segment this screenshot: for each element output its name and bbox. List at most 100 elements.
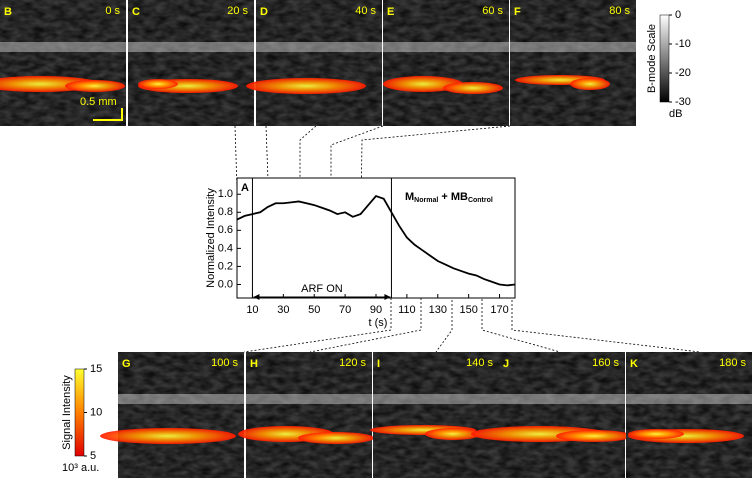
panel-time: 40 s xyxy=(355,5,376,17)
image-panel: G 100 s xyxy=(100,352,244,478)
panel-letter: B xyxy=(4,6,12,18)
panel-letter: H xyxy=(250,358,258,370)
panel-letter: D xyxy=(260,6,268,18)
annotation-part: + MB xyxy=(438,191,468,203)
colorbar-tick-label: 5 xyxy=(90,450,96,462)
image-panel: K 180 s xyxy=(626,352,752,478)
colorbar-tick-label: 10 xyxy=(90,406,102,418)
chart: 10 30 50 70 90 110 130 150 170 0.0 0.2 0.4 0.6 0.8 1.0… xyxy=(205,178,516,329)
panel-letter: J xyxy=(503,358,509,370)
tissue-band xyxy=(373,394,499,404)
arrow-head xyxy=(253,294,260,300)
y-tick-label: 0.4 xyxy=(218,242,233,254)
image-panel: H 120 s xyxy=(238,352,374,478)
speckle xyxy=(373,352,499,478)
connector xyxy=(511,284,701,353)
panel-letter: I xyxy=(377,358,380,370)
image-panel: F 80 s xyxy=(510,0,636,126)
x-tick-label: 90 xyxy=(370,304,382,316)
speckle xyxy=(128,0,254,126)
panel-time: 80 s xyxy=(609,5,630,17)
tissue-band xyxy=(383,42,509,52)
colorbar-unit: dB xyxy=(669,108,682,120)
x-tick-label: 10 xyxy=(246,304,258,316)
y-tick-label: 0.6 xyxy=(218,224,233,236)
speckle xyxy=(499,352,625,478)
contrast-signal xyxy=(570,78,610,90)
colorbar-unit: 10³ a.u. xyxy=(62,462,99,474)
panel-time: 120 s xyxy=(339,357,366,369)
panel-letter: F xyxy=(514,6,521,18)
panel-time: 180 s xyxy=(719,357,746,369)
colorbar-tick-label: -20 xyxy=(675,67,691,79)
colorbar-tick-label: 15 xyxy=(90,363,102,375)
y-tick-label: 0.0 xyxy=(218,278,233,290)
image-panel: B 0 s xyxy=(0,0,126,126)
image-panel: E 60 s xyxy=(383,0,509,126)
colorbar-title: B-mode Scale xyxy=(646,24,658,93)
image-panel: C 20 s xyxy=(128,0,254,126)
tissue-band xyxy=(256,42,382,52)
panel-letter: C xyxy=(132,6,140,18)
colorbar-tick-label: -30 xyxy=(675,96,691,108)
contrast-signal xyxy=(65,80,125,92)
connector xyxy=(360,125,511,211)
speckle xyxy=(510,0,636,126)
speckle xyxy=(383,0,509,126)
contrast-signal xyxy=(628,429,684,439)
panel-time: 0 s xyxy=(105,5,120,17)
panel-time: 140 s xyxy=(466,357,493,369)
panel-letter: E xyxy=(387,6,394,18)
speckle xyxy=(118,352,244,478)
annotation: MNormal + MBControl xyxy=(405,191,493,204)
y-tick-label: 1.0 xyxy=(218,188,233,200)
annotation-part: Control xyxy=(468,197,493,204)
speckle xyxy=(246,352,372,478)
x-axis-title: t (s) xyxy=(369,317,388,329)
annotation-part: Normal xyxy=(414,197,438,204)
colorbar xyxy=(659,14,670,103)
contrast-signal xyxy=(425,428,481,440)
contrast-signal xyxy=(443,82,503,94)
colorbar-tick-label: 0 xyxy=(675,9,681,21)
panel-time: 60 s xyxy=(482,5,503,17)
annotation-part: M xyxy=(405,191,414,203)
colorbar xyxy=(74,368,85,457)
contrast-signal xyxy=(138,79,178,89)
tissue-band xyxy=(499,394,625,404)
tissue-band xyxy=(510,42,636,52)
speckle xyxy=(0,0,126,126)
speckle xyxy=(626,352,752,478)
x-tick-label: 30 xyxy=(277,304,289,316)
span-label: ARF ON xyxy=(301,283,343,295)
tissue-band xyxy=(246,394,372,404)
colorbar-title: Signal Intensity xyxy=(61,375,73,450)
image-panel: D 40 s xyxy=(246,0,382,126)
connector xyxy=(309,250,422,353)
connector xyxy=(243,298,392,353)
tissue-band xyxy=(626,394,752,404)
tissue-band xyxy=(128,42,254,52)
arrow-head xyxy=(384,294,391,300)
colorbar-tick-label: -10 xyxy=(675,38,691,50)
image-panel: I 140 s xyxy=(370,352,499,478)
contrast-signal xyxy=(298,432,374,444)
contrast-signal xyxy=(246,78,366,94)
x-tick-label: 110 xyxy=(398,304,416,316)
x-tick-label: 130 xyxy=(429,304,447,316)
scale-bar xyxy=(93,108,123,121)
panel-time: 160 s xyxy=(592,357,619,369)
panel-letter: G xyxy=(122,358,131,370)
connector xyxy=(265,125,270,208)
plot-frame xyxy=(236,177,516,299)
connector xyxy=(299,125,317,202)
speckle xyxy=(256,0,382,126)
contrast-signal xyxy=(100,428,236,444)
contrast-signal xyxy=(556,430,632,442)
x-tick-label: 170 xyxy=(490,304,508,316)
y-tick-label: 0.8 xyxy=(218,206,233,218)
panel-time: 100 s xyxy=(211,357,238,369)
y-tick-label: 0.2 xyxy=(218,260,233,272)
tissue-band xyxy=(118,394,244,404)
